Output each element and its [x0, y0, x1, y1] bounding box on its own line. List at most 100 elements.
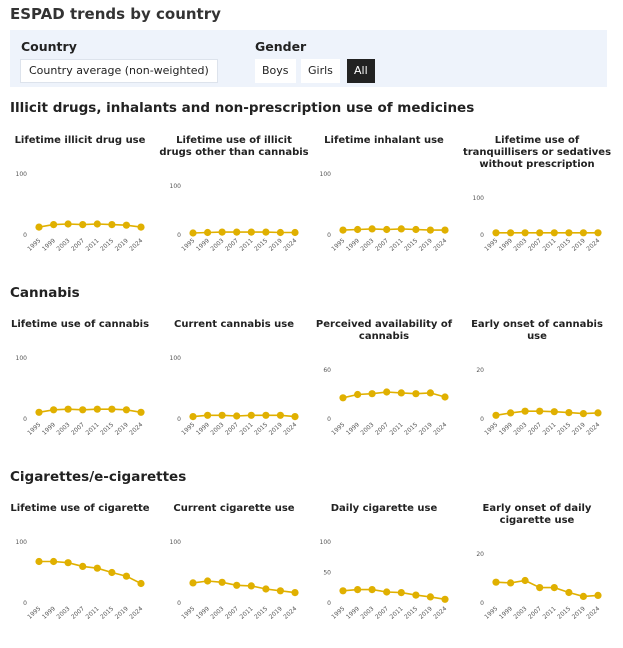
- data-point[interactable]: [354, 586, 362, 594]
- data-point[interactable]: [397, 225, 405, 233]
- data-point[interactable]: [122, 572, 130, 580]
- data-point[interactable]: [383, 225, 391, 234]
- data-point[interactable]: [397, 589, 405, 597]
- data-point[interactable]: [262, 585, 270, 593]
- data-point[interactable]: [492, 578, 500, 586]
- data-point[interactable]: [218, 411, 226, 419]
- data-point[interactable]: [536, 584, 544, 592]
- data-point[interactable]: [339, 226, 347, 234]
- data-point[interactable]: [204, 577, 212, 585]
- data-point[interactable]: [354, 390, 362, 399]
- data-point[interactable]: [79, 221, 87, 229]
- data-point[interactable]: [122, 406, 130, 414]
- data-point[interactable]: [262, 228, 270, 236]
- data-point[interactable]: [79, 562, 87, 570]
- data-point[interactable]: [233, 581, 241, 589]
- data-point[interactable]: [594, 409, 602, 417]
- data-point[interactable]: [291, 228, 299, 237]
- data-point[interactable]: [247, 411, 255, 419]
- data-point[interactable]: [550, 229, 558, 237]
- data-point[interactable]: [247, 582, 255, 590]
- data-point[interactable]: [507, 229, 515, 237]
- data-point[interactable]: [79, 406, 87, 414]
- data-point[interactable]: [339, 587, 347, 595]
- data-point[interactable]: [383, 588, 391, 596]
- data-point[interactable]: [507, 409, 515, 417]
- data-point[interactable]: [218, 228, 226, 236]
- gender-button-girls[interactable]: Girls: [301, 59, 340, 83]
- data-point[interactable]: [108, 405, 116, 413]
- data-point[interactable]: [565, 588, 573, 597]
- data-point[interactable]: [50, 221, 58, 229]
- data-point[interactable]: [521, 407, 529, 415]
- data-point[interactable]: [441, 226, 449, 234]
- data-point[interactable]: [594, 229, 602, 237]
- gender-button-all[interactable]: All: [347, 59, 375, 83]
- data-point[interactable]: [122, 221, 130, 229]
- data-point[interactable]: [189, 413, 197, 421]
- data-point[interactable]: [204, 228, 212, 237]
- data-point[interactable]: [426, 226, 434, 234]
- data-point[interactable]: [397, 389, 405, 397]
- data-point[interactable]: [291, 413, 299, 421]
- data-point[interactable]: [108, 221, 116, 229]
- data-point[interactable]: [536, 407, 544, 415]
- data-point[interactable]: [108, 568, 116, 577]
- data-point[interactable]: [579, 229, 587, 237]
- data-point[interactable]: [550, 408, 558, 416]
- data-point[interactable]: [64, 405, 72, 413]
- data-point[interactable]: [35, 408, 43, 416]
- data-point[interactable]: [492, 411, 500, 419]
- data-point[interactable]: [368, 225, 376, 233]
- data-point[interactable]: [441, 393, 449, 401]
- data-point[interactable]: [204, 411, 212, 419]
- data-point[interactable]: [93, 564, 101, 572]
- data-point[interactable]: [262, 411, 270, 419]
- data-point[interactable]: [218, 578, 226, 586]
- data-point[interactable]: [492, 229, 500, 237]
- data-point[interactable]: [339, 394, 347, 402]
- data-point[interactable]: [579, 410, 587, 418]
- data-point[interactable]: [64, 220, 72, 228]
- data-point[interactable]: [247, 228, 255, 236]
- data-point[interactable]: [412, 390, 420, 398]
- data-point[interactable]: [276, 228, 284, 237]
- data-point[interactable]: [550, 584, 558, 592]
- data-point[interactable]: [565, 229, 573, 237]
- data-point[interactable]: [536, 229, 544, 237]
- gender-button-boys[interactable]: Boys: [255, 59, 296, 83]
- data-point[interactable]: [137, 408, 145, 416]
- data-point[interactable]: [64, 559, 72, 567]
- data-point[interactable]: [35, 223, 43, 231]
- data-point[interactable]: [507, 579, 515, 587]
- data-point[interactable]: [368, 390, 376, 398]
- data-point[interactable]: [594, 591, 602, 599]
- data-point[interactable]: [426, 593, 434, 601]
- data-point[interactable]: [93, 405, 101, 413]
- country-select[interactable]: Country average (non-weighted): [20, 59, 218, 83]
- data-point[interactable]: [189, 229, 197, 237]
- data-point[interactable]: [383, 388, 391, 396]
- data-point[interactable]: [412, 225, 420, 234]
- data-point[interactable]: [93, 220, 101, 228]
- data-point[interactable]: [276, 411, 284, 419]
- data-point[interactable]: [521, 229, 529, 237]
- data-point[interactable]: [233, 412, 241, 420]
- data-point[interactable]: [233, 228, 241, 236]
- data-point[interactable]: [137, 223, 145, 231]
- data-point[interactable]: [412, 591, 420, 599]
- data-point[interactable]: [521, 576, 529, 585]
- data-point[interactable]: [441, 595, 449, 603]
- data-point[interactable]: [565, 409, 573, 417]
- data-point[interactable]: [276, 587, 284, 595]
- data-point[interactable]: [50, 406, 58, 414]
- data-point[interactable]: [189, 579, 197, 587]
- data-point[interactable]: [579, 592, 587, 600]
- data-point[interactable]: [35, 557, 43, 566]
- data-point[interactable]: [368, 586, 376, 594]
- data-point[interactable]: [426, 389, 434, 397]
- data-point[interactable]: [354, 225, 362, 234]
- data-point[interactable]: [291, 589, 299, 597]
- data-point[interactable]: [50, 557, 58, 566]
- data-point[interactable]: [137, 579, 145, 588]
